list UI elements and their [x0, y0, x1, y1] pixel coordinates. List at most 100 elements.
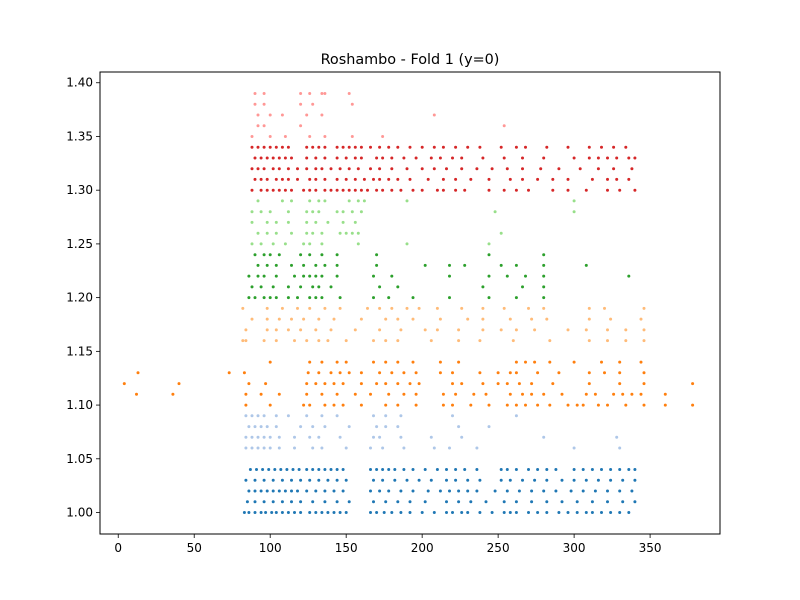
data-point	[317, 210, 321, 214]
data-point	[320, 253, 324, 257]
data-point	[587, 339, 591, 343]
data-point	[542, 253, 546, 257]
data-point	[265, 220, 269, 224]
data-point	[323, 403, 327, 407]
data-point	[382, 511, 386, 514]
data-point	[524, 274, 527, 278]
chart-title: Roshambo - Fold 1 (y=0)	[321, 52, 500, 68]
data-point	[344, 511, 348, 514]
data-point	[642, 306, 646, 310]
data-point	[408, 500, 412, 504]
data-point	[369, 167, 372, 171]
data-point	[256, 446, 260, 450]
data-point	[454, 177, 458, 181]
data-point	[274, 414, 278, 418]
data-point	[630, 392, 634, 396]
data-point	[542, 306, 546, 310]
data-point	[253, 102, 257, 106]
data-point	[305, 210, 309, 214]
data-point	[411, 489, 415, 493]
data-point	[445, 511, 448, 514]
data-point	[499, 478, 503, 482]
data-point	[329, 371, 333, 375]
data-point	[542, 285, 546, 289]
data-point	[375, 156, 379, 160]
data-point	[350, 231, 354, 235]
data-point	[286, 177, 290, 181]
data-point	[356, 199, 360, 203]
y-tick-label: 1.20	[66, 291, 93, 305]
data-point	[381, 188, 385, 192]
data-point	[396, 403, 400, 407]
data-point	[277, 446, 281, 450]
data-point	[247, 425, 251, 429]
data-point	[264, 511, 268, 514]
data-point	[274, 425, 278, 429]
data-point	[539, 167, 543, 171]
data-point	[362, 177, 366, 181]
data-point	[259, 425, 263, 429]
data-point	[505, 489, 509, 493]
data-point	[521, 392, 524, 396]
data-point	[472, 392, 476, 396]
data-point	[317, 371, 321, 375]
data-point	[247, 511, 251, 514]
data-point	[396, 145, 400, 149]
data-point	[624, 339, 628, 343]
data-point	[551, 188, 555, 192]
data-point	[338, 306, 342, 310]
data-point	[311, 285, 315, 289]
data-point	[417, 478, 421, 482]
data-point	[420, 188, 424, 192]
data-point	[487, 296, 491, 300]
data-point	[566, 188, 570, 192]
data-point	[314, 489, 318, 493]
data-point	[639, 317, 643, 321]
data-point	[612, 145, 616, 149]
data-point	[618, 382, 622, 386]
data-point	[283, 489, 287, 493]
data-point	[587, 306, 591, 310]
data-point	[478, 145, 482, 149]
data-point	[399, 188, 403, 192]
data-point	[463, 188, 467, 192]
axis-ticks: 0 50 100 150 200 250 300 350 1.00 1.05 1.10 1.15 1.2…	[66, 76, 661, 555]
data-point	[308, 242, 312, 246]
data-point	[590, 500, 594, 504]
data-point	[250, 167, 254, 171]
data-point	[432, 145, 436, 149]
data-point	[259, 242, 263, 246]
data-point	[375, 468, 379, 471]
data-point	[478, 511, 482, 514]
data-point	[262, 274, 266, 278]
data-point	[505, 167, 509, 171]
data-point	[396, 317, 400, 321]
data-point	[411, 360, 415, 364]
data-point	[320, 296, 324, 300]
data-point	[335, 392, 339, 396]
data-point	[642, 382, 646, 386]
data-point	[274, 231, 278, 235]
data-point	[475, 167, 479, 171]
data-point	[359, 403, 363, 407]
data-point	[502, 188, 506, 192]
data-point	[463, 263, 467, 267]
data-point	[487, 242, 491, 246]
data-point	[320, 274, 324, 278]
data-point	[618, 468, 622, 471]
data-point	[369, 511, 372, 514]
data-point	[457, 500, 461, 504]
data-point	[290, 188, 293, 192]
data-point	[429, 339, 433, 343]
data-point	[320, 446, 324, 450]
data-point	[326, 339, 330, 343]
data-point	[320, 414, 324, 418]
data-point	[280, 145, 284, 149]
data-point	[530, 500, 534, 504]
data-point	[359, 317, 363, 321]
data-point	[587, 371, 591, 375]
data-point	[308, 274, 312, 278]
x-tick-label: 150	[335, 541, 358, 555]
y-tick-label: 1.00	[66, 506, 93, 520]
data-point	[493, 210, 497, 214]
